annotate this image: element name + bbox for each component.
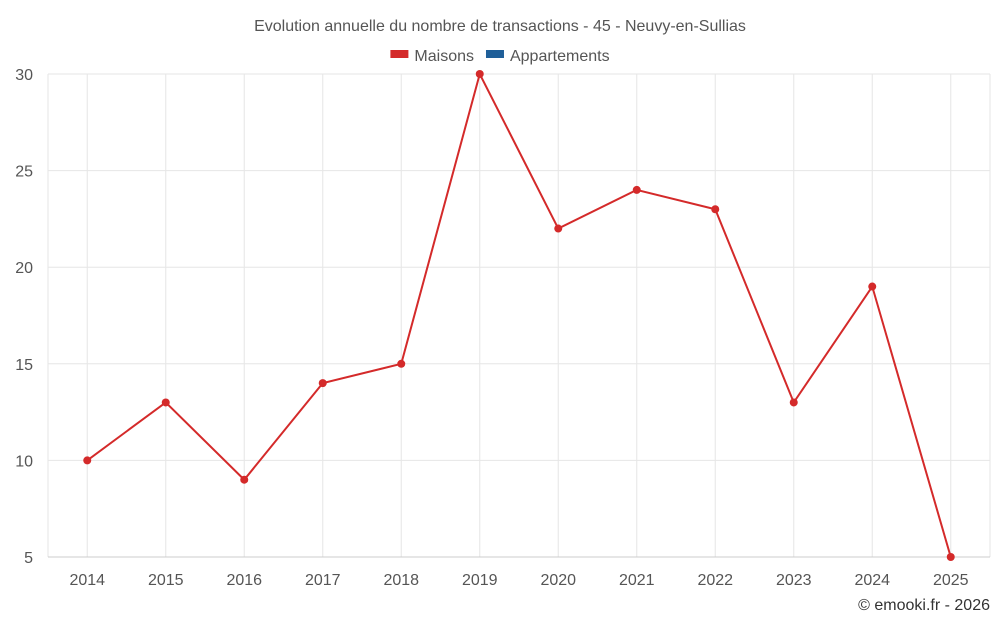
- legend-label: Maisons: [414, 48, 474, 65]
- y-tick-label: 20: [15, 260, 33, 277]
- grid: [47, 73, 991, 558]
- data-point[interactable]: [318, 379, 327, 388]
- data-point[interactable]: [83, 456, 92, 465]
- y-axis: 5 10 15 20 25 30: [15, 67, 33, 567]
- x-tick-label: 2021: [619, 572, 655, 589]
- x-tick-label: 2019: [462, 572, 498, 589]
- data-point[interactable]: [632, 185, 641, 194]
- data-point[interactable]: [554, 224, 563, 233]
- x-axis: 2014 2015 2016 2017 2018 2019 2020 2021 2022 2023…: [69, 572, 968, 589]
- legend-swatch: [390, 50, 409, 58]
- legend-item-appartements[interactable]: Appartements: [485, 48, 610, 65]
- legend-swatch: [485, 50, 504, 58]
- series-group: [83, 70, 955, 561]
- data-point[interactable]: [946, 553, 955, 561]
- data-point[interactable]: [789, 398, 798, 407]
- y-tick-label: 5: [24, 550, 33, 567]
- data-point[interactable]: [475, 70, 484, 78]
- data-point[interactable]: [161, 398, 170, 407]
- x-tick-label: 2015: [148, 572, 184, 589]
- x-tick-label: 2024: [854, 572, 890, 589]
- legend-item-maisons[interactable]: Maisons: [390, 48, 474, 65]
- data-point[interactable]: [868, 282, 877, 291]
- data-point[interactable]: [240, 475, 249, 484]
- y-tick-label: 30: [15, 67, 33, 84]
- x-tick-label: 2023: [776, 572, 812, 589]
- x-tick-label: 2017: [305, 572, 341, 589]
- series-line-maisons: [86, 71, 952, 558]
- x-tick-label: 2025: [933, 572, 969, 589]
- legend-label: Appartements: [510, 48, 610, 65]
- y-tick-label: 15: [15, 357, 33, 374]
- y-tick-label: 10: [15, 453, 33, 470]
- credit-text: © emooki.fr - 2026: [858, 597, 990, 614]
- data-point[interactable]: [711, 205, 720, 214]
- chart-title: Evolution annuelle du nombre de transact…: [254, 18, 746, 35]
- data-point[interactable]: [397, 359, 406, 368]
- y-tick-label: 25: [15, 164, 33, 181]
- x-tick-label: 2016: [226, 572, 262, 589]
- x-tick-label: 2018: [383, 572, 419, 589]
- x-tick-label: 2022: [697, 572, 733, 589]
- x-tick-label: 2014: [69, 572, 105, 589]
- x-tick-label: 2020: [540, 572, 576, 589]
- legend: Maisons Appartements: [390, 48, 610, 65]
